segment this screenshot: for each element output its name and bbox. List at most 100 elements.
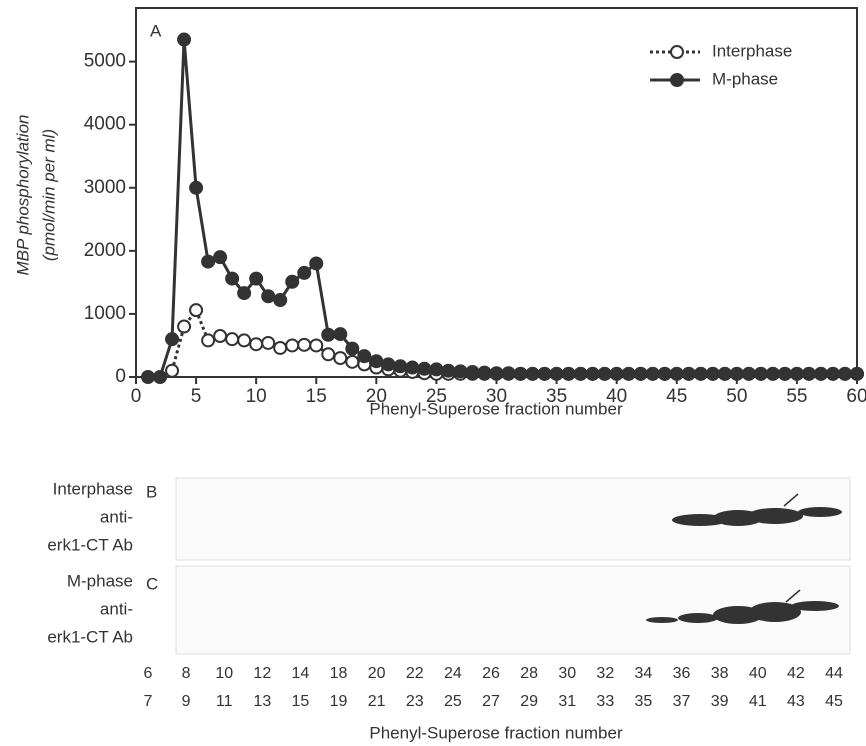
data-point	[669, 366, 684, 381]
y-tick-label: 1000	[84, 303, 126, 324]
data-point	[801, 366, 816, 381]
blot-label: erk1-CT Ab	[47, 535, 133, 554]
data-point	[153, 370, 168, 384]
band	[749, 602, 801, 622]
data-point	[285, 274, 300, 289]
lane-number: 14	[292, 665, 310, 682]
data-point	[213, 329, 228, 343]
data-point	[369, 354, 384, 369]
x-tick-label: 10	[246, 386, 267, 407]
lane-number: 29	[520, 693, 538, 710]
data-point	[489, 366, 504, 381]
legend-marker	[670, 45, 684, 59]
lane-number: 32	[596, 665, 614, 682]
band	[678, 613, 718, 623]
lane-number: 6	[144, 665, 153, 682]
data-point	[309, 256, 324, 271]
data-point	[465, 364, 480, 379]
lane-number: 24	[444, 665, 462, 682]
lane-number: 22	[406, 665, 424, 682]
data-point	[597, 366, 612, 381]
data-point	[681, 366, 696, 381]
blot-x-label: Phenyl-Superose fraction number	[369, 723, 623, 742]
data-point	[249, 271, 264, 286]
plot-frame	[135, 7, 858, 378]
data-point	[850, 366, 864, 381]
lane-number: 45	[825, 693, 843, 710]
data-point	[321, 327, 336, 342]
data-point	[297, 337, 312, 352]
data-point	[789, 366, 804, 381]
data-point	[381, 357, 396, 372]
data-point	[333, 351, 348, 366]
lane-number: 8	[182, 665, 191, 682]
x-tick-label: 20	[366, 386, 387, 407]
lane-number: 7	[144, 693, 153, 710]
data-point	[621, 366, 636, 381]
y-tick-label: 5000	[84, 51, 126, 72]
data-point	[837, 366, 852, 381]
lane-number: 15	[292, 693, 310, 710]
data-point	[285, 338, 300, 353]
data-point	[501, 366, 516, 381]
data-point	[765, 366, 780, 381]
panel-letter: C	[146, 574, 158, 593]
blot-label: M-phase	[67, 571, 133, 590]
blot-bands	[646, 507, 842, 624]
data-point	[417, 361, 432, 376]
data-point	[405, 360, 420, 375]
data-point	[261, 335, 276, 350]
data-point	[249, 337, 264, 352]
lane-number: 35	[635, 693, 653, 710]
data-point	[201, 254, 216, 269]
lane-number: 10	[215, 665, 233, 682]
data-point	[633, 366, 648, 381]
lane-number: 19	[330, 693, 348, 710]
lane-number: 21	[368, 693, 386, 710]
data-point	[477, 365, 492, 380]
band	[646, 617, 678, 623]
data-point	[729, 366, 744, 381]
data-point	[273, 293, 288, 308]
series-line	[148, 39, 857, 379]
data-point	[609, 366, 624, 381]
blot-label: Interphase	[53, 479, 133, 498]
data-point	[321, 347, 336, 362]
data-point	[225, 332, 240, 347]
data-point	[177, 319, 192, 334]
band	[747, 508, 803, 524]
x-tick-label: 35	[546, 386, 567, 407]
data-point	[693, 366, 708, 381]
blot-label: anti-	[100, 507, 133, 526]
y-tick-label: 0	[115, 366, 126, 387]
data-point	[309, 338, 324, 353]
panel-letter: A	[150, 21, 162, 40]
lane-number: 13	[253, 693, 271, 710]
lane-number: 33	[596, 693, 614, 710]
data-point	[189, 180, 204, 195]
lane-number: 9	[182, 693, 191, 710]
x-tick-label: 15	[306, 386, 327, 407]
y-axis-label: MBP phosphorylation (pmol/min per ml)	[13, 115, 58, 276]
data-point	[453, 364, 468, 379]
data-point	[345, 354, 360, 369]
lane-number: 11	[216, 693, 233, 710]
arrow	[785, 589, 801, 603]
x-tick-label: 50	[726, 386, 747, 407]
data-point	[777, 366, 792, 381]
x-tick-label: 30	[486, 386, 507, 407]
data-point	[525, 366, 540, 381]
lane-number: 44	[825, 665, 843, 682]
lane-number: 12	[253, 665, 271, 682]
data-point	[273, 340, 288, 355]
lane-number: 39	[711, 693, 729, 710]
x-tick-label: 60	[846, 386, 866, 407]
legend-label: M-phase	[712, 69, 778, 88]
data-point	[165, 363, 180, 378]
data-point	[213, 250, 228, 265]
data-point	[753, 366, 768, 381]
data-point	[645, 366, 660, 381]
data-point	[357, 349, 372, 364]
lane-number: 23	[406, 693, 424, 710]
